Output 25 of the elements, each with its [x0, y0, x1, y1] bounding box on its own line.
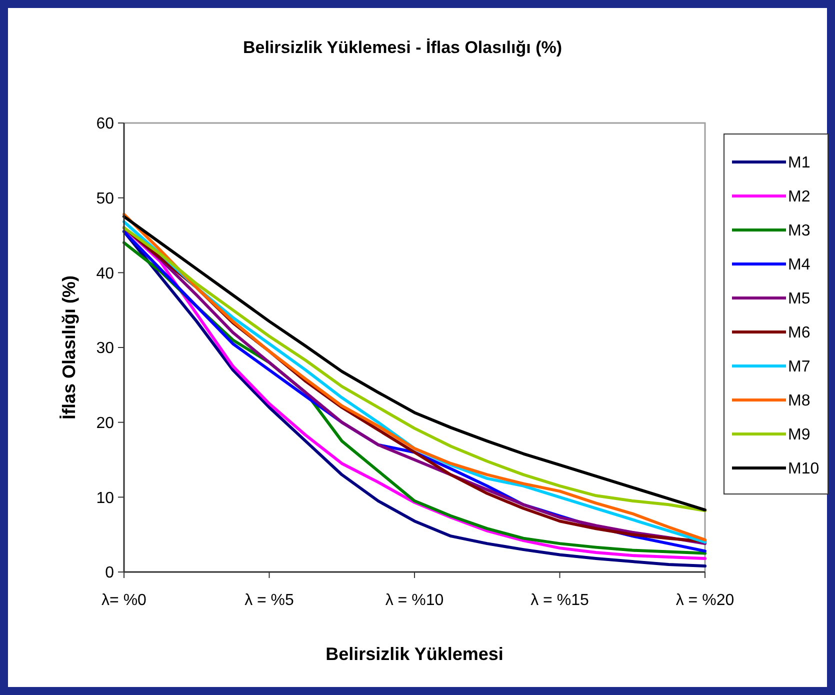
legend-label: M3 — [788, 222, 810, 240]
y-axis-title: İflas Olasılığı (%) — [59, 275, 79, 420]
legend-label: M8 — [788, 392, 810, 410]
legend-label: M1 — [788, 154, 810, 172]
chart-title: Belirsizlik Yüklemesi - İflas Olasılığı (%) — [242, 38, 562, 57]
y-tick-label: 40 — [96, 265, 114, 282]
x-tick-label: λ= %0 — [102, 592, 147, 609]
y-tick-label: 50 — [96, 190, 114, 208]
y-tick-label: 60 — [96, 116, 114, 133]
x-axis-title: Belirsizlik Yüklemesi — [326, 644, 504, 664]
legend-label: M5 — [788, 290, 810, 308]
y-tick-label: 30 — [96, 340, 114, 358]
y-tick-label: 0 — [105, 564, 114, 582]
legend-label: M7 — [788, 358, 810, 376]
legend-label: M9 — [788, 426, 810, 444]
y-tick-label: 10 — [96, 490, 114, 507]
legend-label: M2 — [788, 188, 810, 206]
y-tick-label: 20 — [96, 414, 114, 432]
x-tick-label: λ = %10 — [385, 592, 444, 609]
legend-label: M6 — [788, 324, 810, 342]
x-tick-label: λ = %15 — [530, 592, 589, 609]
x-tick-label: λ = %20 — [676, 592, 734, 609]
legend-label: M4 — [788, 256, 810, 274]
x-tick-label: λ = %5 — [244, 592, 294, 609]
legend-label: M10 — [788, 460, 820, 478]
